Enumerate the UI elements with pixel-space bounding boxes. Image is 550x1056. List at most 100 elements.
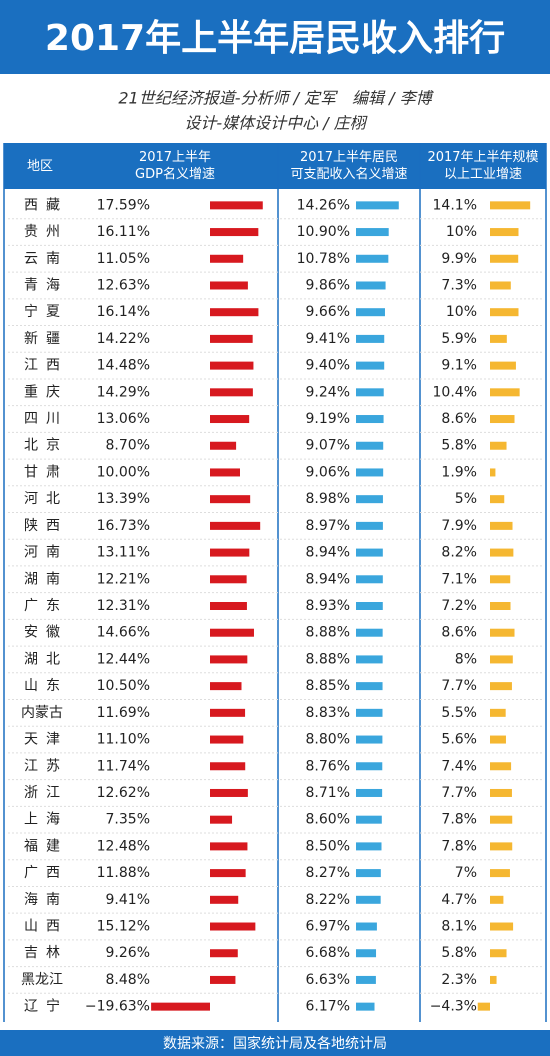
value-label: 1.9% xyxy=(441,464,477,480)
bar xyxy=(356,521,383,530)
region-label: 宁夏 xyxy=(24,303,60,320)
bar xyxy=(210,815,233,824)
value-label: 12.31% xyxy=(97,598,150,614)
bar xyxy=(356,895,381,904)
bar xyxy=(356,201,399,210)
value-label: 12.48% xyxy=(97,838,150,854)
bar xyxy=(356,361,385,370)
value-label: 8.27% xyxy=(306,865,350,881)
region-label: 广西 xyxy=(24,865,60,881)
bar xyxy=(210,254,244,263)
bar xyxy=(356,468,384,477)
value-label: 10.78% xyxy=(297,251,350,267)
value-label: 7.8% xyxy=(441,812,477,828)
bar xyxy=(151,1002,210,1011)
value-label: 7.8% xyxy=(441,838,477,854)
region-label: 江西 xyxy=(24,358,60,374)
bar xyxy=(356,1002,375,1011)
bar xyxy=(356,415,384,424)
value-label: 14.26% xyxy=(297,197,350,213)
value-label: 6.63% xyxy=(306,972,350,988)
bar xyxy=(210,788,248,797)
value-label: 9.1% xyxy=(441,358,477,374)
bar xyxy=(490,682,512,691)
bar xyxy=(356,441,384,450)
column-header: 地区 xyxy=(26,158,53,174)
value-label: 14.29% xyxy=(97,384,150,400)
bar xyxy=(356,762,383,771)
value-label: 14.66% xyxy=(97,625,150,641)
region-label: 新疆 xyxy=(24,331,60,347)
value-label: 8.80% xyxy=(306,732,350,748)
bar xyxy=(490,708,506,717)
value-label: 7.7% xyxy=(441,678,477,694)
bar xyxy=(210,361,254,370)
value-label: 9.66% xyxy=(306,304,350,320)
value-label: 8.1% xyxy=(441,919,477,935)
bar xyxy=(356,975,376,984)
bar xyxy=(356,735,383,744)
value-label: 10% xyxy=(446,304,477,320)
value-label: 5.8% xyxy=(441,945,477,961)
region-label: 山东 xyxy=(24,678,60,694)
region-label: 广东 xyxy=(24,598,60,614)
region-label: 安徽 xyxy=(24,625,60,641)
value-label: 12.63% xyxy=(97,277,150,293)
bar xyxy=(490,334,507,343)
bar xyxy=(356,869,381,878)
column-header: 2017上半年 GDP名义增速 xyxy=(135,150,215,182)
bar xyxy=(210,441,237,450)
value-label: 9.24% xyxy=(306,384,350,400)
value-label: 9.06% xyxy=(306,464,350,480)
region-label: 北京 xyxy=(24,438,60,454)
value-label: 10.50% xyxy=(97,678,150,694)
value-label: 8.6% xyxy=(441,625,477,641)
bar xyxy=(210,548,250,557)
value-label: 8.94% xyxy=(306,545,350,561)
bar xyxy=(490,815,513,824)
bar xyxy=(490,975,497,984)
header-bar xyxy=(4,143,546,189)
bar xyxy=(210,228,259,237)
value-label: 13.06% xyxy=(97,411,150,427)
bar xyxy=(490,254,519,263)
bar xyxy=(490,468,496,477)
bar xyxy=(210,869,246,878)
value-label: 6.97% xyxy=(306,919,350,935)
value-label: 16.73% xyxy=(97,518,150,534)
region-label: 江苏 xyxy=(24,758,60,774)
value-label: 8.71% xyxy=(306,785,350,801)
bar xyxy=(490,788,512,797)
source: 数据来源：国家统计局及各地统计局 xyxy=(163,1035,387,1052)
bar xyxy=(490,415,515,424)
value-label: 11.10% xyxy=(97,732,150,748)
bar xyxy=(356,575,383,584)
bar xyxy=(490,361,516,370)
value-label: 13.39% xyxy=(97,491,150,507)
bar xyxy=(356,308,385,317)
value-label: 10.90% xyxy=(297,224,350,240)
bar xyxy=(356,949,377,958)
region-label: 西藏 xyxy=(24,197,60,213)
bar xyxy=(490,308,519,317)
bar xyxy=(210,655,248,664)
bar xyxy=(490,575,511,584)
bar xyxy=(490,895,504,904)
bar xyxy=(490,441,507,450)
region-label: 上海 xyxy=(24,812,60,828)
bar xyxy=(490,602,511,610)
title-bar xyxy=(0,0,550,74)
value-label: 5.9% xyxy=(441,331,477,347)
bar xyxy=(356,682,383,691)
region-label: 青海 xyxy=(24,277,60,293)
bar xyxy=(210,842,248,851)
bar xyxy=(477,1002,490,1011)
value-label: 8.70% xyxy=(106,438,150,454)
region-label: 甘肃 xyxy=(24,464,60,480)
bar xyxy=(490,869,510,878)
value-label: 5.6% xyxy=(441,732,477,748)
region-label: 湖北 xyxy=(24,651,60,667)
bar xyxy=(210,201,263,210)
subtitle: 21世纪经济报道-分析师 / 定军 编辑 / 李博 xyxy=(118,89,434,108)
